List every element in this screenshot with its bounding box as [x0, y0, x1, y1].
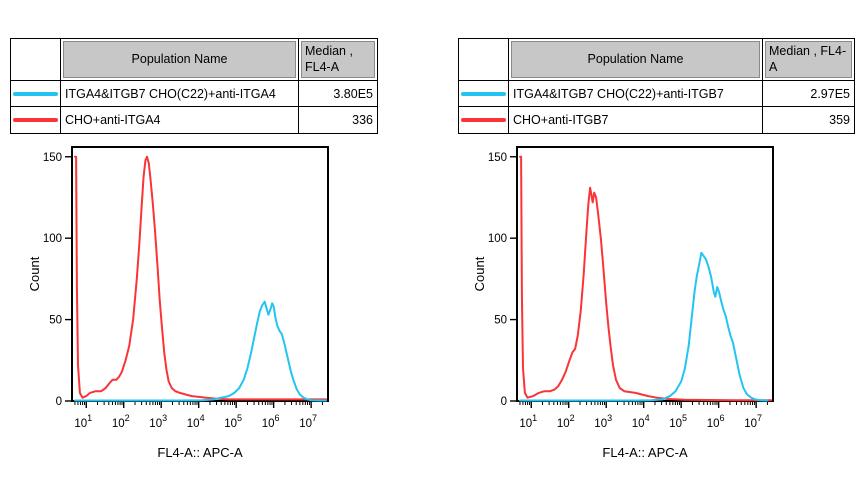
median-header: Median , FL4-A — [299, 39, 377, 81]
svg-text:100: 100 — [488, 233, 507, 245]
legend-swatch-header-cell — [459, 39, 509, 81]
red-series-swatch — [13, 118, 58, 122]
svg-text:107: 107 — [299, 413, 317, 430]
svg-text:102: 102 — [112, 413, 130, 430]
svg-text:150: 150 — [43, 152, 62, 164]
svg-text:Count: Count — [472, 256, 487, 291]
svg-text:103: 103 — [594, 413, 612, 430]
svg-text:104: 104 — [187, 413, 205, 430]
svg-text:103: 103 — [149, 413, 167, 430]
red-series-swatch — [461, 118, 506, 122]
svg-text:101: 101 — [74, 413, 92, 430]
svg-text:106: 106 — [707, 413, 725, 430]
median-value-cell: 2.97E5 — [763, 81, 854, 107]
svg-text:50: 50 — [494, 315, 507, 327]
svg-text:Count: Count — [27, 256, 42, 291]
population-name-cell: CHO+anti-ITGB7 — [509, 107, 763, 133]
svg-text:150: 150 — [488, 152, 507, 164]
svg-text:FL4-A:: APC-A: FL4-A:: APC-A — [602, 445, 688, 460]
table-row-swatch-cell — [459, 81, 509, 107]
svg-text:107: 107 — [744, 413, 762, 430]
svg-text:106: 106 — [262, 413, 280, 430]
table-row-swatch-cell — [11, 81, 61, 107]
svg-text:0: 0 — [501, 396, 507, 408]
cyan-series-swatch — [461, 91, 506, 96]
svg-text:104: 104 — [632, 413, 650, 430]
population-table-anti-itga4: Population Name Median , FL4-A ITGA4&ITG… — [10, 38, 378, 134]
population-name-cell: ITGA4&ITGB7 CHO(C22)+anti-ITGB7 — [509, 81, 763, 107]
table-row-swatch-cell — [11, 107, 61, 133]
population-name-cell: CHO+anti-ITGA4 — [61, 107, 299, 133]
population-name-cell: ITGA4&ITGB7 CHO(C22)+anti-ITGA4 — [61, 81, 299, 107]
median-value-cell: 3.80E5 — [299, 81, 377, 107]
median-header: Median , FL4-A — [763, 39, 854, 81]
median-value-cell: 336 — [299, 107, 377, 133]
population-name-header: Population Name — [61, 39, 299, 81]
svg-text:FL4-A:: APC-A: FL4-A:: APC-A — [157, 445, 243, 460]
svg-text:50: 50 — [49, 315, 62, 327]
svg-text:100: 100 — [43, 233, 62, 245]
svg-text:105: 105 — [224, 413, 242, 430]
svg-text:102: 102 — [557, 413, 575, 430]
svg-text:0: 0 — [56, 396, 62, 408]
median-value-cell: 359 — [763, 107, 854, 133]
svg-text:105: 105 — [669, 413, 687, 430]
histogram-plot-anti-itga4: 0 50 100 150 101 102 103 104 105 106 107 Count FL4-A… — [27, 146, 329, 460]
legend-swatch-header-cell — [11, 39, 61, 81]
cyan-series-swatch — [13, 91, 58, 96]
histogram-plot-anti-itgb7: 0 50 100 150 101 102 103 104 105 106 107 Count FL4-A… — [472, 146, 774, 460]
population-name-header: Population Name — [509, 39, 763, 81]
population-table-anti-itgb7: Population Name Median , FL4-A ITGA4&ITG… — [458, 38, 855, 134]
table-row-swatch-cell — [459, 107, 509, 133]
svg-text:101: 101 — [519, 413, 537, 430]
